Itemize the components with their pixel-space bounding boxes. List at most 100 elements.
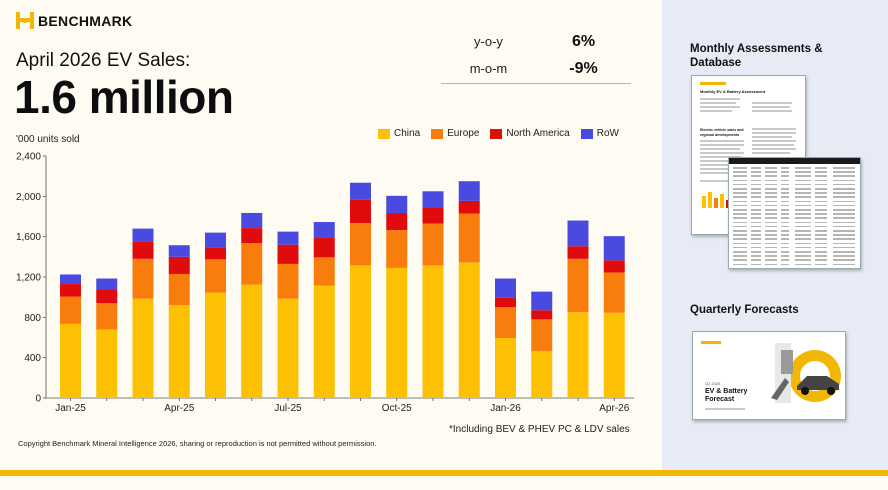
table-cell [795, 192, 811, 194]
table-cell [765, 183, 777, 186]
table-cell [795, 200, 811, 203]
table-cell [795, 238, 811, 240]
table-cell [765, 221, 777, 224]
legend-label: Europe [447, 128, 480, 139]
bar-segment-north-america [567, 246, 589, 259]
y-tick-label: 1,600 [16, 232, 41, 243]
table-cell [815, 225, 827, 228]
bar-segment-row [386, 195, 408, 213]
table-cell [815, 175, 827, 177]
table-cell [815, 259, 827, 261]
bar-segment-north-america [313, 237, 335, 258]
table-cell [815, 171, 827, 173]
bar-segment-europe [350, 223, 371, 266]
bar-segment-europe [531, 319, 553, 352]
table-cell [751, 238, 761, 240]
table-cell [733, 196, 747, 198]
bar-segment-row [132, 228, 154, 242]
table-cell [781, 179, 789, 182]
copyright-notice: Copyright Benchmark Mineral Intelligence… [18, 439, 377, 448]
table-cell [751, 230, 761, 232]
table-cell [833, 213, 855, 215]
table-cell [781, 175, 789, 177]
forecast-title: EV & Battery Forecast [705, 388, 748, 403]
table-cell [733, 213, 747, 215]
table-cell [833, 234, 855, 236]
bar-segment-row [350, 182, 371, 200]
bar-segment-china [277, 298, 299, 398]
table-cell [751, 188, 761, 190]
report-title: Monthly EV & Battery Assessment [700, 89, 766, 94]
table-cell [781, 213, 789, 215]
table-cell [733, 230, 747, 232]
bar-segment-row [603, 236, 625, 261]
table-cell [833, 196, 855, 198]
table-cell [833, 209, 855, 211]
table-cell [733, 246, 747, 249]
table-cell [751, 179, 761, 182]
bar-segment-china [60, 323, 81, 398]
table-cell [833, 255, 855, 257]
report-section-heading: Electric vehicle sales and regional deve… [700, 128, 744, 137]
table-cell [751, 196, 761, 198]
table-cell [765, 167, 777, 169]
table-cell [815, 213, 827, 215]
bar-segment-china [132, 298, 154, 398]
table-cell [815, 183, 827, 186]
ev-battery-forecast-thumbnail[interactable]: Q2 2026 EV & Battery Forecast [692, 331, 846, 420]
table-cell [795, 259, 811, 261]
bar-segment-north-america [422, 207, 444, 224]
table-cell [795, 255, 811, 257]
bar-segment-europe [458, 213, 480, 263]
bar-segment-europe [205, 259, 226, 293]
bar-segment-row [60, 274, 81, 285]
table-cell [795, 242, 811, 245]
table-cell [781, 234, 789, 236]
table-cell [765, 171, 777, 173]
table-cell [751, 192, 761, 194]
table-cell [765, 225, 777, 228]
table-cell [795, 183, 811, 186]
database-table-thumbnail[interactable] [728, 157, 861, 269]
bar-segment-europe [422, 223, 444, 266]
table-cell [815, 196, 827, 198]
bar-segment-europe [277, 263, 299, 299]
table-cell [765, 263, 777, 266]
table-cell [781, 188, 789, 190]
table-cell [751, 204, 761, 207]
y-axis-unit-label: '000 units sold [16, 134, 80, 145]
table-cell [815, 255, 827, 257]
table-cell [733, 238, 747, 240]
y-tick-label: 2,000 [16, 192, 41, 203]
table-cell [733, 175, 747, 177]
y-tick-label: 800 [24, 313, 41, 324]
table-cell [833, 183, 855, 186]
table-cell [765, 209, 777, 211]
page-subtitle: April 2026 EV Sales: [16, 50, 191, 71]
bar-segment-north-america [350, 199, 371, 224]
table-cell [815, 238, 827, 240]
table-cell [833, 204, 855, 207]
table-cell [815, 192, 827, 194]
bar-segment-europe [96, 303, 118, 330]
bar-segment-north-america [386, 212, 408, 231]
table-cell [781, 225, 789, 228]
x-tick-label: Jan-25 [55, 403, 86, 414]
chart-legend: China Europe North America RoW [378, 128, 619, 139]
quarterly-forecasts-title: Quarterly Forecasts [690, 304, 799, 316]
legend-swatch [490, 128, 503, 139]
table-cell [751, 263, 761, 266]
table-header-bar [729, 158, 860, 164]
table-cell [733, 200, 747, 203]
table-cell [733, 251, 747, 253]
table-cell [781, 238, 789, 240]
x-tick-label: Apr-26 [599, 403, 629, 414]
table-cell [733, 225, 747, 228]
forecast-cover-art-icon [771, 343, 841, 403]
bar-segment-europe [241, 243, 263, 285]
table-cell [751, 217, 761, 219]
table-cell [795, 204, 811, 207]
bar-segment-china [531, 351, 553, 398]
bar-segment-row [241, 212, 263, 229]
table-cell [795, 167, 811, 169]
